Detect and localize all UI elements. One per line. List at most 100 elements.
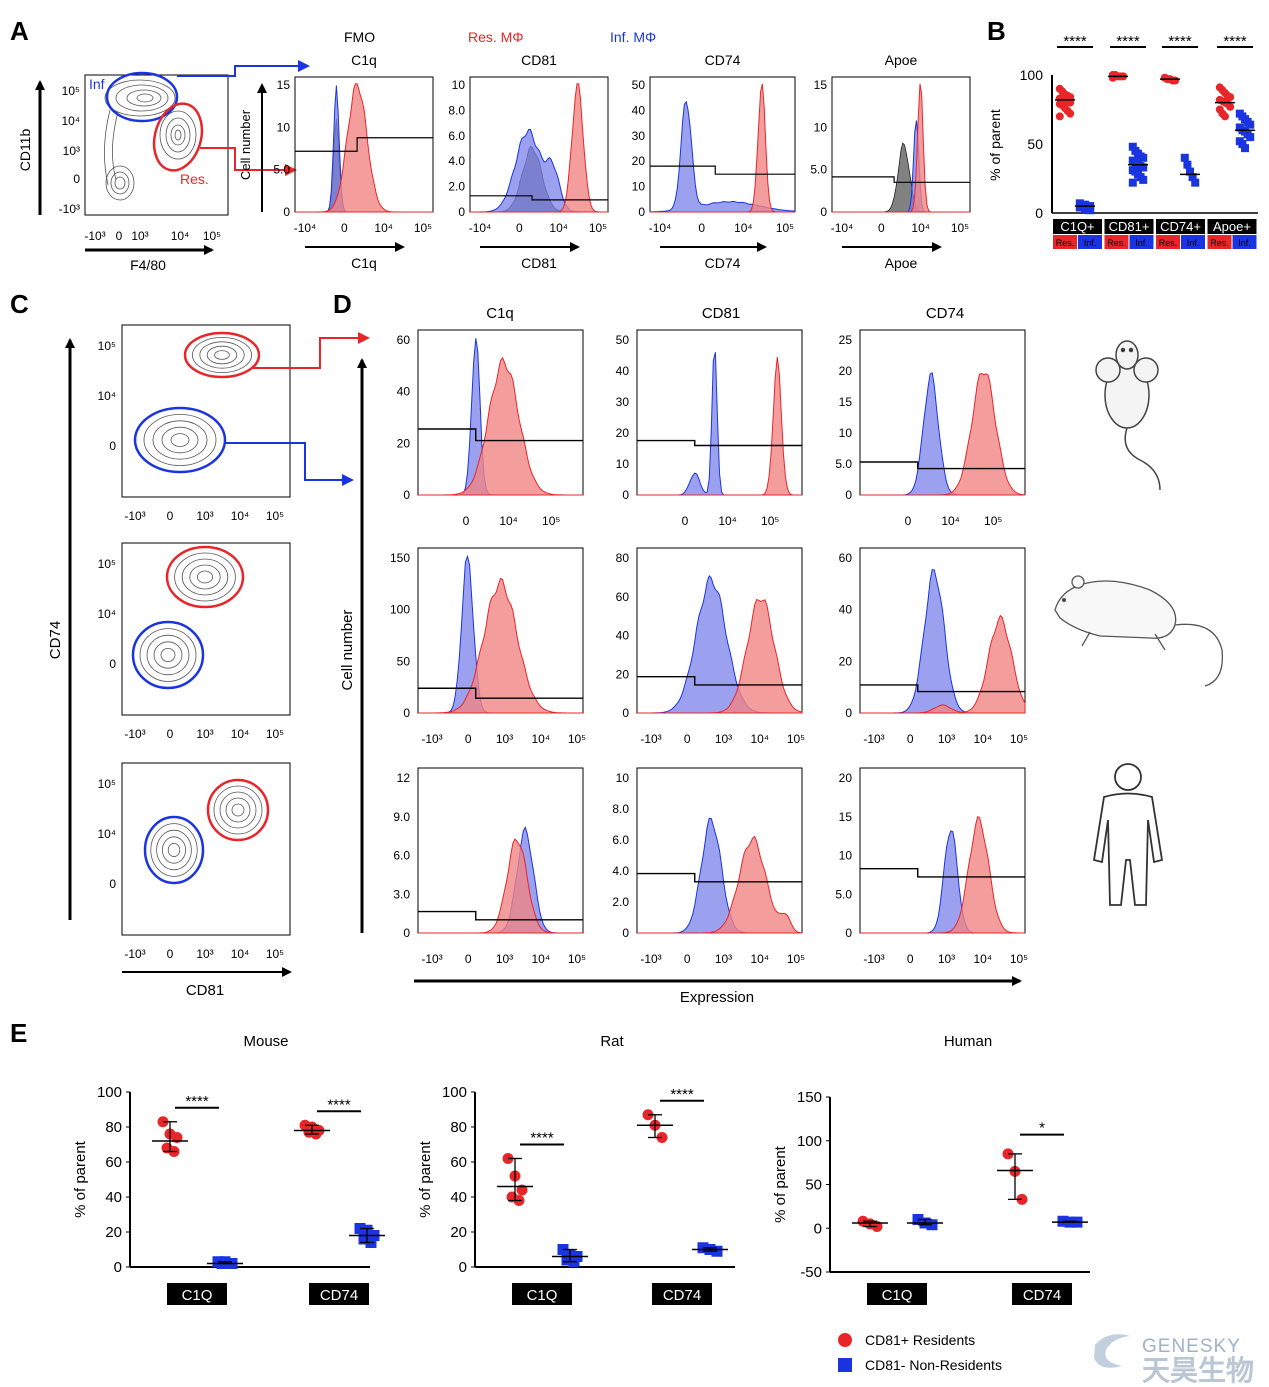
b-sub-res [1207, 235, 1232, 249]
b-point-inf [1139, 153, 1148, 162]
panel-d-col-cd81: CD81 [702, 305, 740, 322]
hist-a-ytick: 10 [452, 78, 466, 92]
d-res-trace [418, 838, 583, 934]
b-sub-inf [1181, 235, 1205, 249]
svg-text:40: 40 [616, 629, 630, 643]
gate-inf-label: Inf [89, 76, 105, 92]
svg-text:20: 20 [616, 667, 630, 681]
svg-text:4.0: 4.0 [612, 864, 629, 878]
hist-a-ytick: 4.0 [448, 154, 465, 168]
svg-text:0: 0 [109, 877, 116, 891]
svg-text:0: 0 [403, 706, 410, 720]
d-res-trace [637, 356, 802, 496]
svg-text:10⁵: 10⁵ [266, 509, 284, 523]
svg-text:20: 20 [839, 654, 853, 668]
panel-label-d: D [333, 289, 352, 319]
d-gate-line [637, 676, 802, 686]
svg-text:10⁴: 10⁴ [499, 514, 518, 528]
b-category-label: C1Q+ [1060, 219, 1094, 234]
b-sub-res-label: Res. [1159, 238, 1178, 248]
panel-d: Cell number Expression C1q CD81 CD74 60 4… [339, 305, 1224, 1006]
b-point-inf [1183, 160, 1192, 169]
svg-text:10⁵: 10⁵ [1010, 732, 1028, 746]
e-category-label: CD74 [663, 1287, 701, 1304]
e-category-box [512, 1283, 572, 1305]
res-trace [295, 83, 433, 213]
svg-text:0: 0 [845, 926, 852, 940]
svg-text:10⁴: 10⁴ [973, 952, 992, 966]
gate-line [832, 176, 970, 183]
e-sig-stars: **** [327, 1096, 351, 1113]
hist-a-title: CD81 [521, 52, 557, 68]
svg-text:60: 60 [839, 551, 853, 565]
svg-text:-10³: -10³ [124, 509, 145, 523]
svg-text:10⁵: 10⁵ [568, 732, 586, 746]
hist-a-ytick: 8.0 [448, 103, 465, 117]
panel-d-hist-2-0: 12 9.0 6.0 3.0 0 -10³ 0 10³ 10⁴ 10⁵ [393, 767, 586, 966]
e-category-box [867, 1283, 927, 1305]
chart-e-ytick: 80 [450, 1119, 467, 1136]
svg-text:10³: 10³ [196, 947, 213, 961]
b-category-box [1207, 219, 1257, 234]
svg-text:10⁴: 10⁴ [231, 947, 250, 961]
svg-text:10: 10 [839, 849, 853, 863]
svg-text:10⁵: 10⁵ [787, 732, 805, 746]
chart-e-1: Rat % of parent 100 80 60 40 20 0 C1Q **** CD74 ***… [417, 1033, 735, 1305]
chart-e-ytick: 40 [450, 1189, 467, 1206]
contour-cluster-inf [104, 79, 176, 186]
b-category-box [1104, 219, 1154, 234]
panel-d-hist-2-2: 20 15 10 5.0 0 -10³ 0 10³ 10⁴ 10⁵ [835, 767, 1028, 966]
svg-text:0: 0 [845, 706, 852, 720]
svg-text:10³: 10³ [496, 732, 513, 746]
hist-a-ytick: 2.0 [448, 180, 465, 194]
d-gate-line [637, 439, 802, 447]
svg-text:10: 10 [839, 426, 853, 440]
e-category-label: C1Q [882, 1287, 913, 1304]
genesky-logo: GENESKY 天昊生物 [1094, 1334, 1254, 1386]
svg-text:-10³: -10³ [640, 732, 661, 746]
legend-res-label: CD81+ Residents [865, 1332, 975, 1348]
svg-text:0: 0 [73, 172, 80, 186]
legend-nonres-marker [838, 1358, 852, 1372]
b-point-inf [1241, 144, 1249, 153]
b-sub-res-label: Res. [1210, 238, 1229, 248]
arrow-c-res [253, 332, 370, 369]
e-category-label: CD74 [320, 1287, 358, 1304]
panel-c-plot-1: 10⁵ 10⁴ 0 -10³ 0 10³ 10⁴ 10⁵ [97, 542, 291, 741]
b-point-inf [1139, 163, 1148, 172]
panel-d-hist-1-2: 60 40 20 0 -10³ 0 10³ 10⁴ 10⁵ [839, 547, 1028, 746]
svg-text:20: 20 [839, 771, 853, 785]
b-category-label: CD74+ [1160, 219, 1201, 234]
gate-res-ellipse [152, 102, 204, 172]
svg-text:10⁵: 10⁵ [266, 947, 284, 961]
svg-text:9.0: 9.0 [393, 810, 410, 824]
b-point-inf [1186, 167, 1194, 176]
svg-text:100: 100 [390, 603, 410, 617]
b-category-label: CD81+ [1109, 219, 1150, 234]
b-sig-stars: **** [1168, 33, 1192, 50]
panel-a-x-ticks: -10³ 0 10³ 10⁴ 10⁵ [84, 229, 221, 243]
hist-a-ytick: 5.0 [810, 163, 827, 177]
b-point-res [1226, 102, 1235, 111]
chart-e-ytick: 60 [450, 1154, 467, 1171]
chart-e-ylabel: % of parent [417, 1140, 434, 1218]
b-sub-inf-label: Inf. [1084, 238, 1097, 248]
hist-a-xtick: 10⁴ [734, 221, 753, 235]
hist-a-ytick: 20 [632, 154, 646, 168]
hist-a-xtick: 0 [698, 221, 705, 235]
hist-a-title: CD74 [705, 52, 741, 68]
c-gate-inf [143, 815, 205, 885]
svg-text:15: 15 [839, 810, 853, 824]
panel-c: CD74 CD81 10⁵ 10⁴ 0 -10³ 0 10³ 10⁴ 10⁵ 10⁵ 10⁴ 0 -1… [47, 324, 370, 999]
d-inf-trace [860, 830, 1025, 934]
c-gate-res [183, 331, 261, 379]
c-gate-res [165, 545, 245, 609]
chart-e-ytick: 100 [442, 1084, 467, 1101]
svg-text:10³: 10³ [63, 144, 80, 158]
b-sig-stars: **** [1116, 33, 1140, 50]
d-gate-line [418, 687, 583, 699]
svg-text:0: 0 [463, 514, 470, 528]
svg-text:0: 0 [682, 514, 689, 528]
hist-a-ytick: 10 [632, 180, 646, 194]
svg-text:60: 60 [616, 590, 630, 604]
